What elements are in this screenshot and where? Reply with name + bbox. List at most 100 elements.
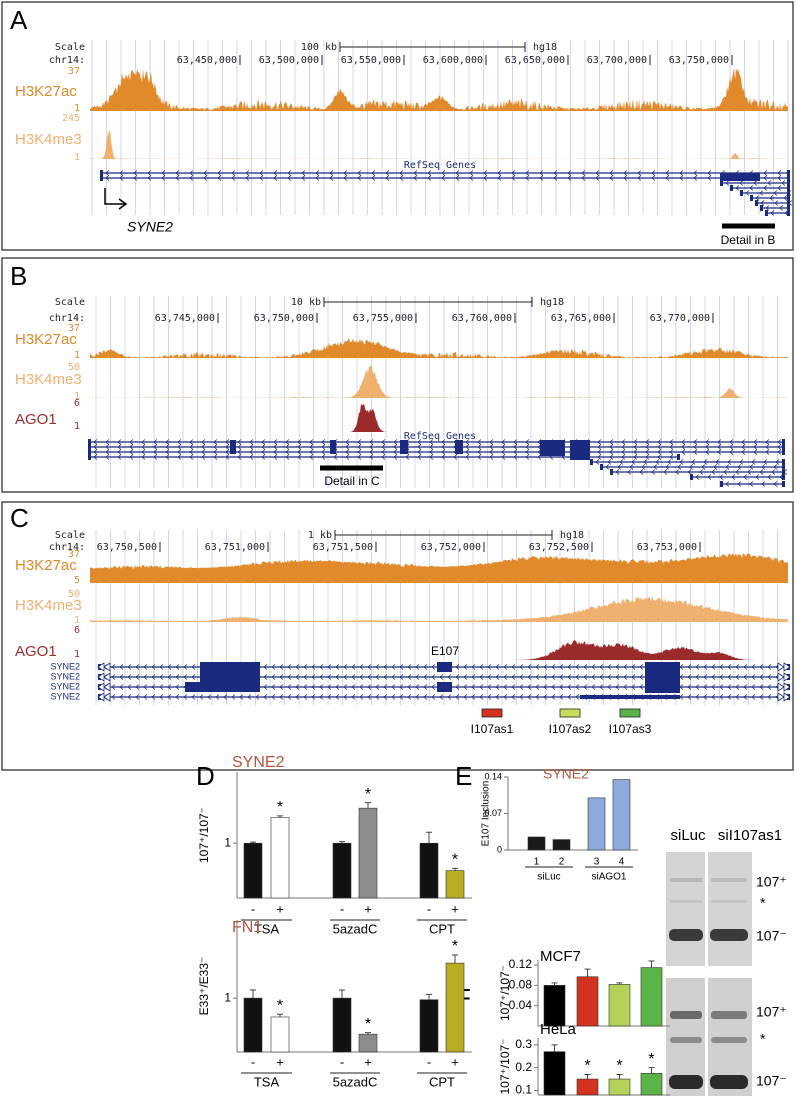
gene-strand-mark xyxy=(567,684,572,690)
gene-strand-mark xyxy=(147,170,152,176)
gene-strand-mark xyxy=(567,170,572,176)
bar xyxy=(332,997,352,1053)
gene-strand-mark xyxy=(621,444,626,450)
y-tick-label: 0.14 xyxy=(484,771,502,781)
signal-track xyxy=(90,337,788,358)
gene-strand-mark xyxy=(393,439,398,445)
gene-exon xyxy=(760,205,763,211)
gene-strand-mark xyxy=(441,439,446,445)
gene-strand-mark xyxy=(343,170,348,176)
gene-strand-mark xyxy=(725,481,730,487)
y-tick-label: 0 xyxy=(497,844,502,854)
significance-mark: * xyxy=(616,1058,622,1075)
gene-strand-mark xyxy=(703,664,708,670)
track-min-label: 1 xyxy=(74,350,80,361)
gene-strand-mark xyxy=(711,664,716,670)
gene-strand-mark xyxy=(637,170,642,176)
gel-band-label: * xyxy=(760,1031,766,1047)
gene-strand-mark xyxy=(271,674,276,680)
gene-strand-mark xyxy=(639,684,644,690)
gene-strand-mark xyxy=(751,664,756,670)
gene-strand-mark xyxy=(399,684,404,690)
gene-strand-mark xyxy=(375,664,380,670)
gene-strand-mark xyxy=(367,664,372,670)
gene-strand-mark xyxy=(159,694,164,700)
gene-strand-mark xyxy=(127,674,132,680)
gene-strand-mark xyxy=(225,439,230,445)
track-min-label: 1 xyxy=(74,615,80,626)
gene-strand-mark xyxy=(351,674,356,680)
gene-strand-mark xyxy=(527,694,532,700)
gene-strand-mark xyxy=(695,474,700,480)
gene-strand-mark xyxy=(765,205,770,211)
panel-letter: C xyxy=(10,503,29,533)
gel-band xyxy=(669,929,703,941)
gene-strand-mark xyxy=(367,694,372,700)
gene-strand-mark xyxy=(735,684,740,690)
track-max-label: 50 xyxy=(68,362,80,373)
gene-strand-mark xyxy=(497,175,502,181)
gene-strand-mark xyxy=(511,170,516,176)
gene-strand-mark xyxy=(735,674,740,680)
gene-strand-mark xyxy=(335,674,340,680)
gene-strand-mark xyxy=(391,684,396,690)
assembly-label: hg18 xyxy=(533,42,557,53)
gene-strand-mark xyxy=(441,170,446,176)
gene-strand-mark xyxy=(127,694,132,700)
gene-strand-mark xyxy=(189,175,194,181)
gel-band xyxy=(711,900,747,903)
gene-strand-mark xyxy=(763,170,768,176)
gene-strand-mark xyxy=(749,185,754,191)
bar xyxy=(552,839,571,851)
gene-strand-mark xyxy=(501,449,506,455)
gene-strand-mark xyxy=(607,674,612,680)
gene-strand-mark xyxy=(285,444,290,450)
gene-strand-mark xyxy=(774,200,779,206)
gene-strand-mark xyxy=(681,444,686,450)
gene-strand-mark xyxy=(311,664,316,670)
gene-strand-mark xyxy=(105,449,110,455)
gene-strand-mark xyxy=(495,664,500,670)
gene-strand-mark xyxy=(191,664,196,670)
gene-strand-mark xyxy=(753,180,758,186)
gene-name: SYNE2 xyxy=(127,219,173,235)
gene-strand-mark xyxy=(693,175,698,181)
gene-strand-mark xyxy=(591,674,596,680)
gene-strand-mark xyxy=(261,454,266,460)
bar xyxy=(243,997,263,1053)
gene-strand-mark xyxy=(143,694,148,700)
y-tick-label: 0.2 xyxy=(515,1060,532,1074)
gene-strand-mark xyxy=(519,694,524,700)
gene-strand-mark xyxy=(575,684,580,690)
gene-strand-mark xyxy=(383,684,388,690)
gene-strand-mark xyxy=(189,444,194,450)
gene-strand-mark xyxy=(767,180,772,186)
gene-strand-mark xyxy=(201,449,206,455)
gene-strand-mark xyxy=(111,674,116,680)
gene-strand-mark xyxy=(159,674,164,680)
scale-bar-label: 10 kb xyxy=(291,297,321,308)
gene-strand-mark xyxy=(351,694,356,700)
gene-strand-mark xyxy=(225,449,230,455)
gene-strand-mark xyxy=(609,444,614,450)
gene-strand-mark xyxy=(287,684,292,690)
gene-strand-mark xyxy=(711,694,716,700)
coordinate-label: 63,650,000 xyxy=(505,55,565,66)
gene-exon xyxy=(740,190,743,196)
gene-strand-mark xyxy=(141,439,146,445)
coordinate-label: 63,450,000 xyxy=(177,55,237,66)
gene-strand-mark xyxy=(417,444,422,450)
tss-arrow xyxy=(104,188,128,210)
gene-strand-mark xyxy=(127,664,132,670)
gene-strand-mark xyxy=(743,664,748,670)
gene-strand-mark xyxy=(711,469,716,475)
gene-strand-mark xyxy=(111,694,116,700)
error-bar xyxy=(648,960,655,968)
gene-strand-mark xyxy=(693,444,698,450)
gene-strand-mark xyxy=(159,684,164,690)
group-label: siLuc xyxy=(537,872,560,883)
x-tick-label: + xyxy=(276,1054,284,1069)
gene-strand-mark xyxy=(609,170,614,176)
gene-strand-mark xyxy=(391,694,396,700)
gene-strand-mark xyxy=(651,469,656,475)
